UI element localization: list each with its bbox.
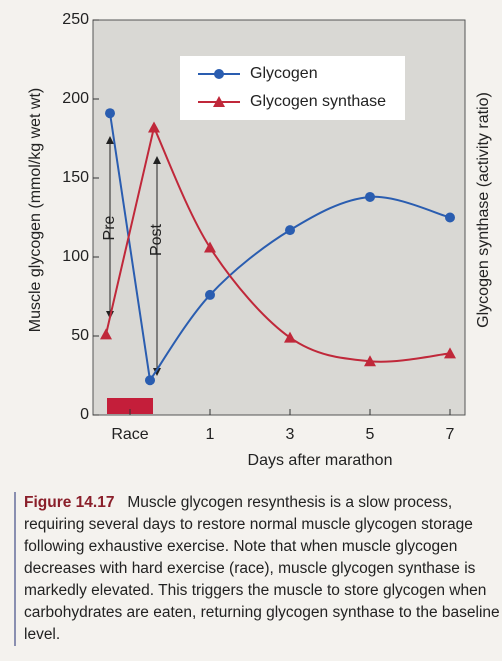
annotation: Post [148, 223, 165, 256]
x-axis-label: Days after marathon [248, 452, 393, 469]
x-tick-label: Race [111, 426, 148, 443]
series-line [105, 124, 451, 363]
marker [204, 241, 216, 253]
marker [364, 355, 376, 367]
legend-marker [214, 69, 224, 79]
legend-marker [213, 96, 225, 107]
chart: Pre Post Muscle glycogen (mmol/kg wet wt… [27, 11, 492, 469]
y-tick-label: 100 [62, 248, 89, 265]
marker [205, 289, 215, 300]
y-tick-label: 200 [62, 90, 89, 107]
y-axis-label: Muscle glycogen (mmol/kg wet wt) [27, 88, 44, 333]
legend-label: Glycogen [250, 65, 318, 82]
x-tick-label: 3 [286, 426, 295, 443]
x-tick-label: 1 [206, 426, 215, 443]
caption: Figure 14.17 Muscle glycogen resynthesis… [14, 492, 502, 646]
marker [445, 212, 455, 223]
marker [100, 328, 112, 340]
caption-label: Figure 14.17 [24, 494, 115, 511]
y-tick-label: 150 [62, 169, 89, 186]
y-tick-label: 50 [71, 327, 89, 344]
y2-axis-label: Glycogen synthase (activity ratio) [475, 92, 492, 328]
annotation: Pre [101, 215, 118, 240]
caption-text: Muscle glycogen resynthesis is a slow pr… [24, 494, 500, 643]
legend [180, 56, 405, 120]
y-tick-label: 0 [80, 406, 89, 423]
marker [148, 121, 160, 133]
marker [145, 375, 155, 386]
race-bar [107, 398, 153, 414]
marker [284, 331, 296, 343]
y-tick-label: 250 [62, 11, 89, 28]
marker [444, 347, 456, 359]
x-tick-label: 5 [366, 426, 375, 443]
legend-label: Glycogen synthase [250, 93, 386, 110]
marker [365, 191, 375, 202]
marker [285, 225, 295, 236]
x-tick-label: 7 [446, 426, 455, 443]
marker [105, 108, 115, 119]
